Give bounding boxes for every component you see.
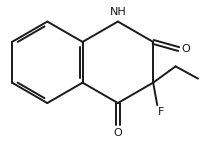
Text: NH: NH — [109, 7, 126, 17]
Text: O: O — [113, 128, 122, 138]
Text: O: O — [181, 44, 190, 54]
Text: F: F — [158, 107, 165, 117]
